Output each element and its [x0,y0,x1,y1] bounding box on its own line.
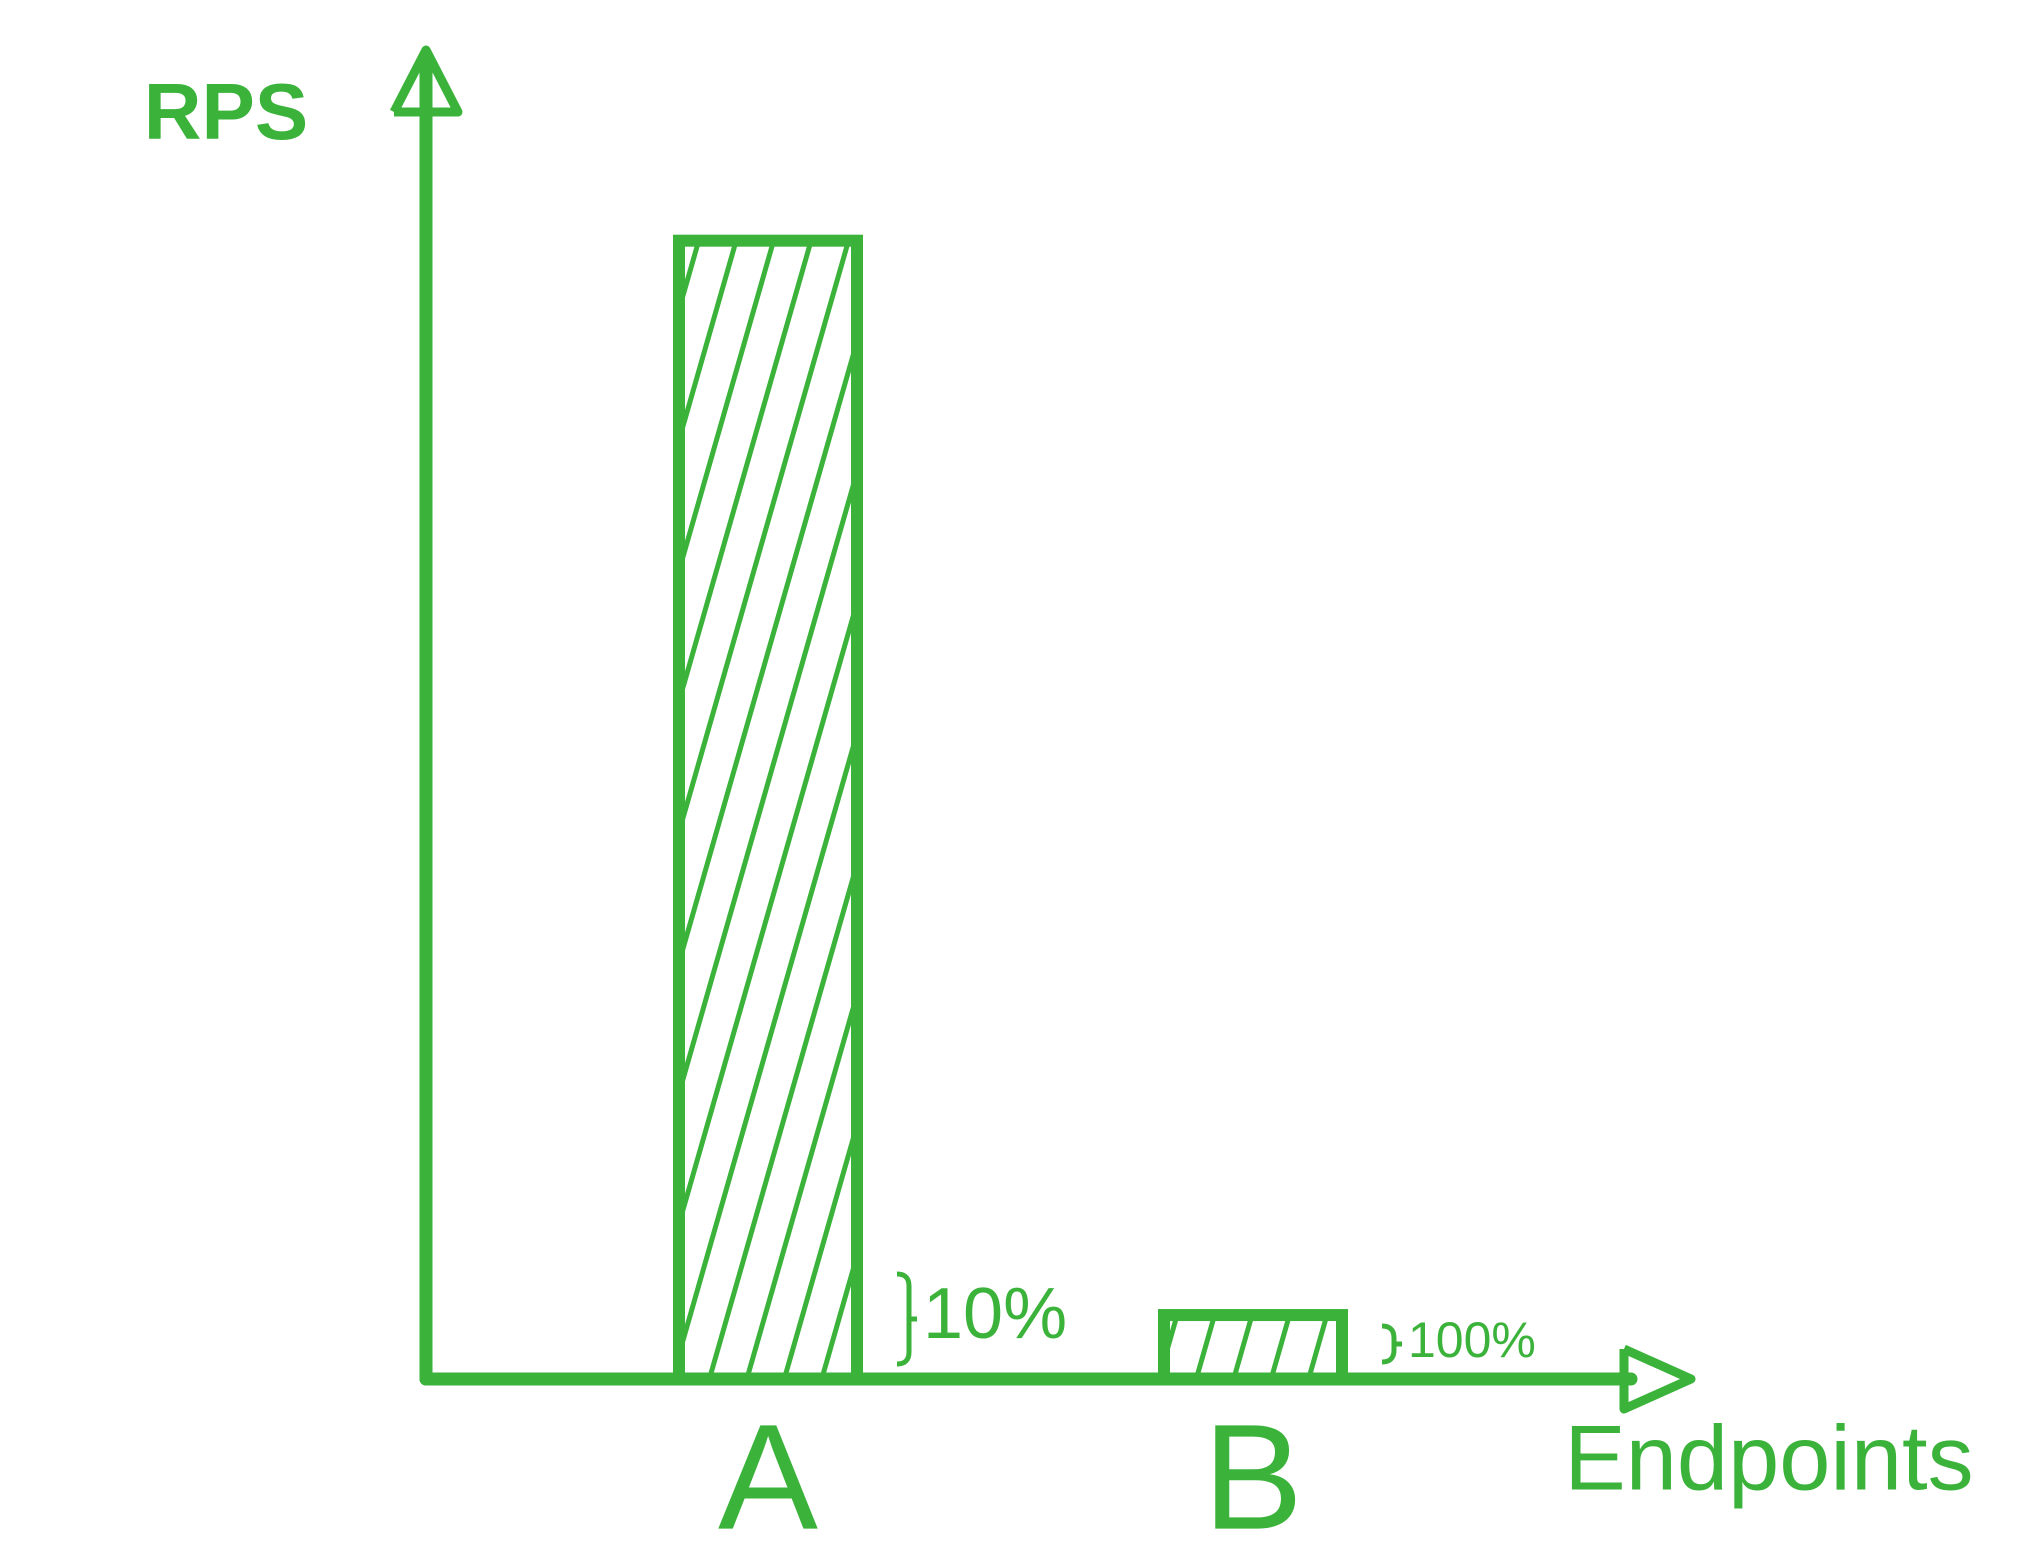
annotation-bracket [896,1271,917,1367]
x-tick-label: B [1203,1393,1303,1561]
annotation: 10% [923,1274,1067,1354]
bar [1158,1309,1348,1386]
x-axis-arrow [1619,1344,1696,1414]
y-axis-label: RPS [144,67,309,156]
x-axis-label: Endpoints [1564,1407,1973,1509]
annotation: 100% [1408,1312,1536,1368]
x-tick-label: A [718,1393,818,1561]
annotation-bracket [1381,1323,1402,1365]
y-axis-arrow [390,45,463,117]
bar [673,234,863,1386]
